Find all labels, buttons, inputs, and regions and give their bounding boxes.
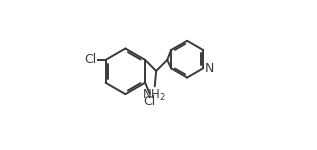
- Text: NH$_2$: NH$_2$: [142, 88, 166, 103]
- Text: Cl: Cl: [143, 95, 156, 108]
- Text: N: N: [205, 62, 214, 75]
- Text: Cl: Cl: [85, 53, 97, 66]
